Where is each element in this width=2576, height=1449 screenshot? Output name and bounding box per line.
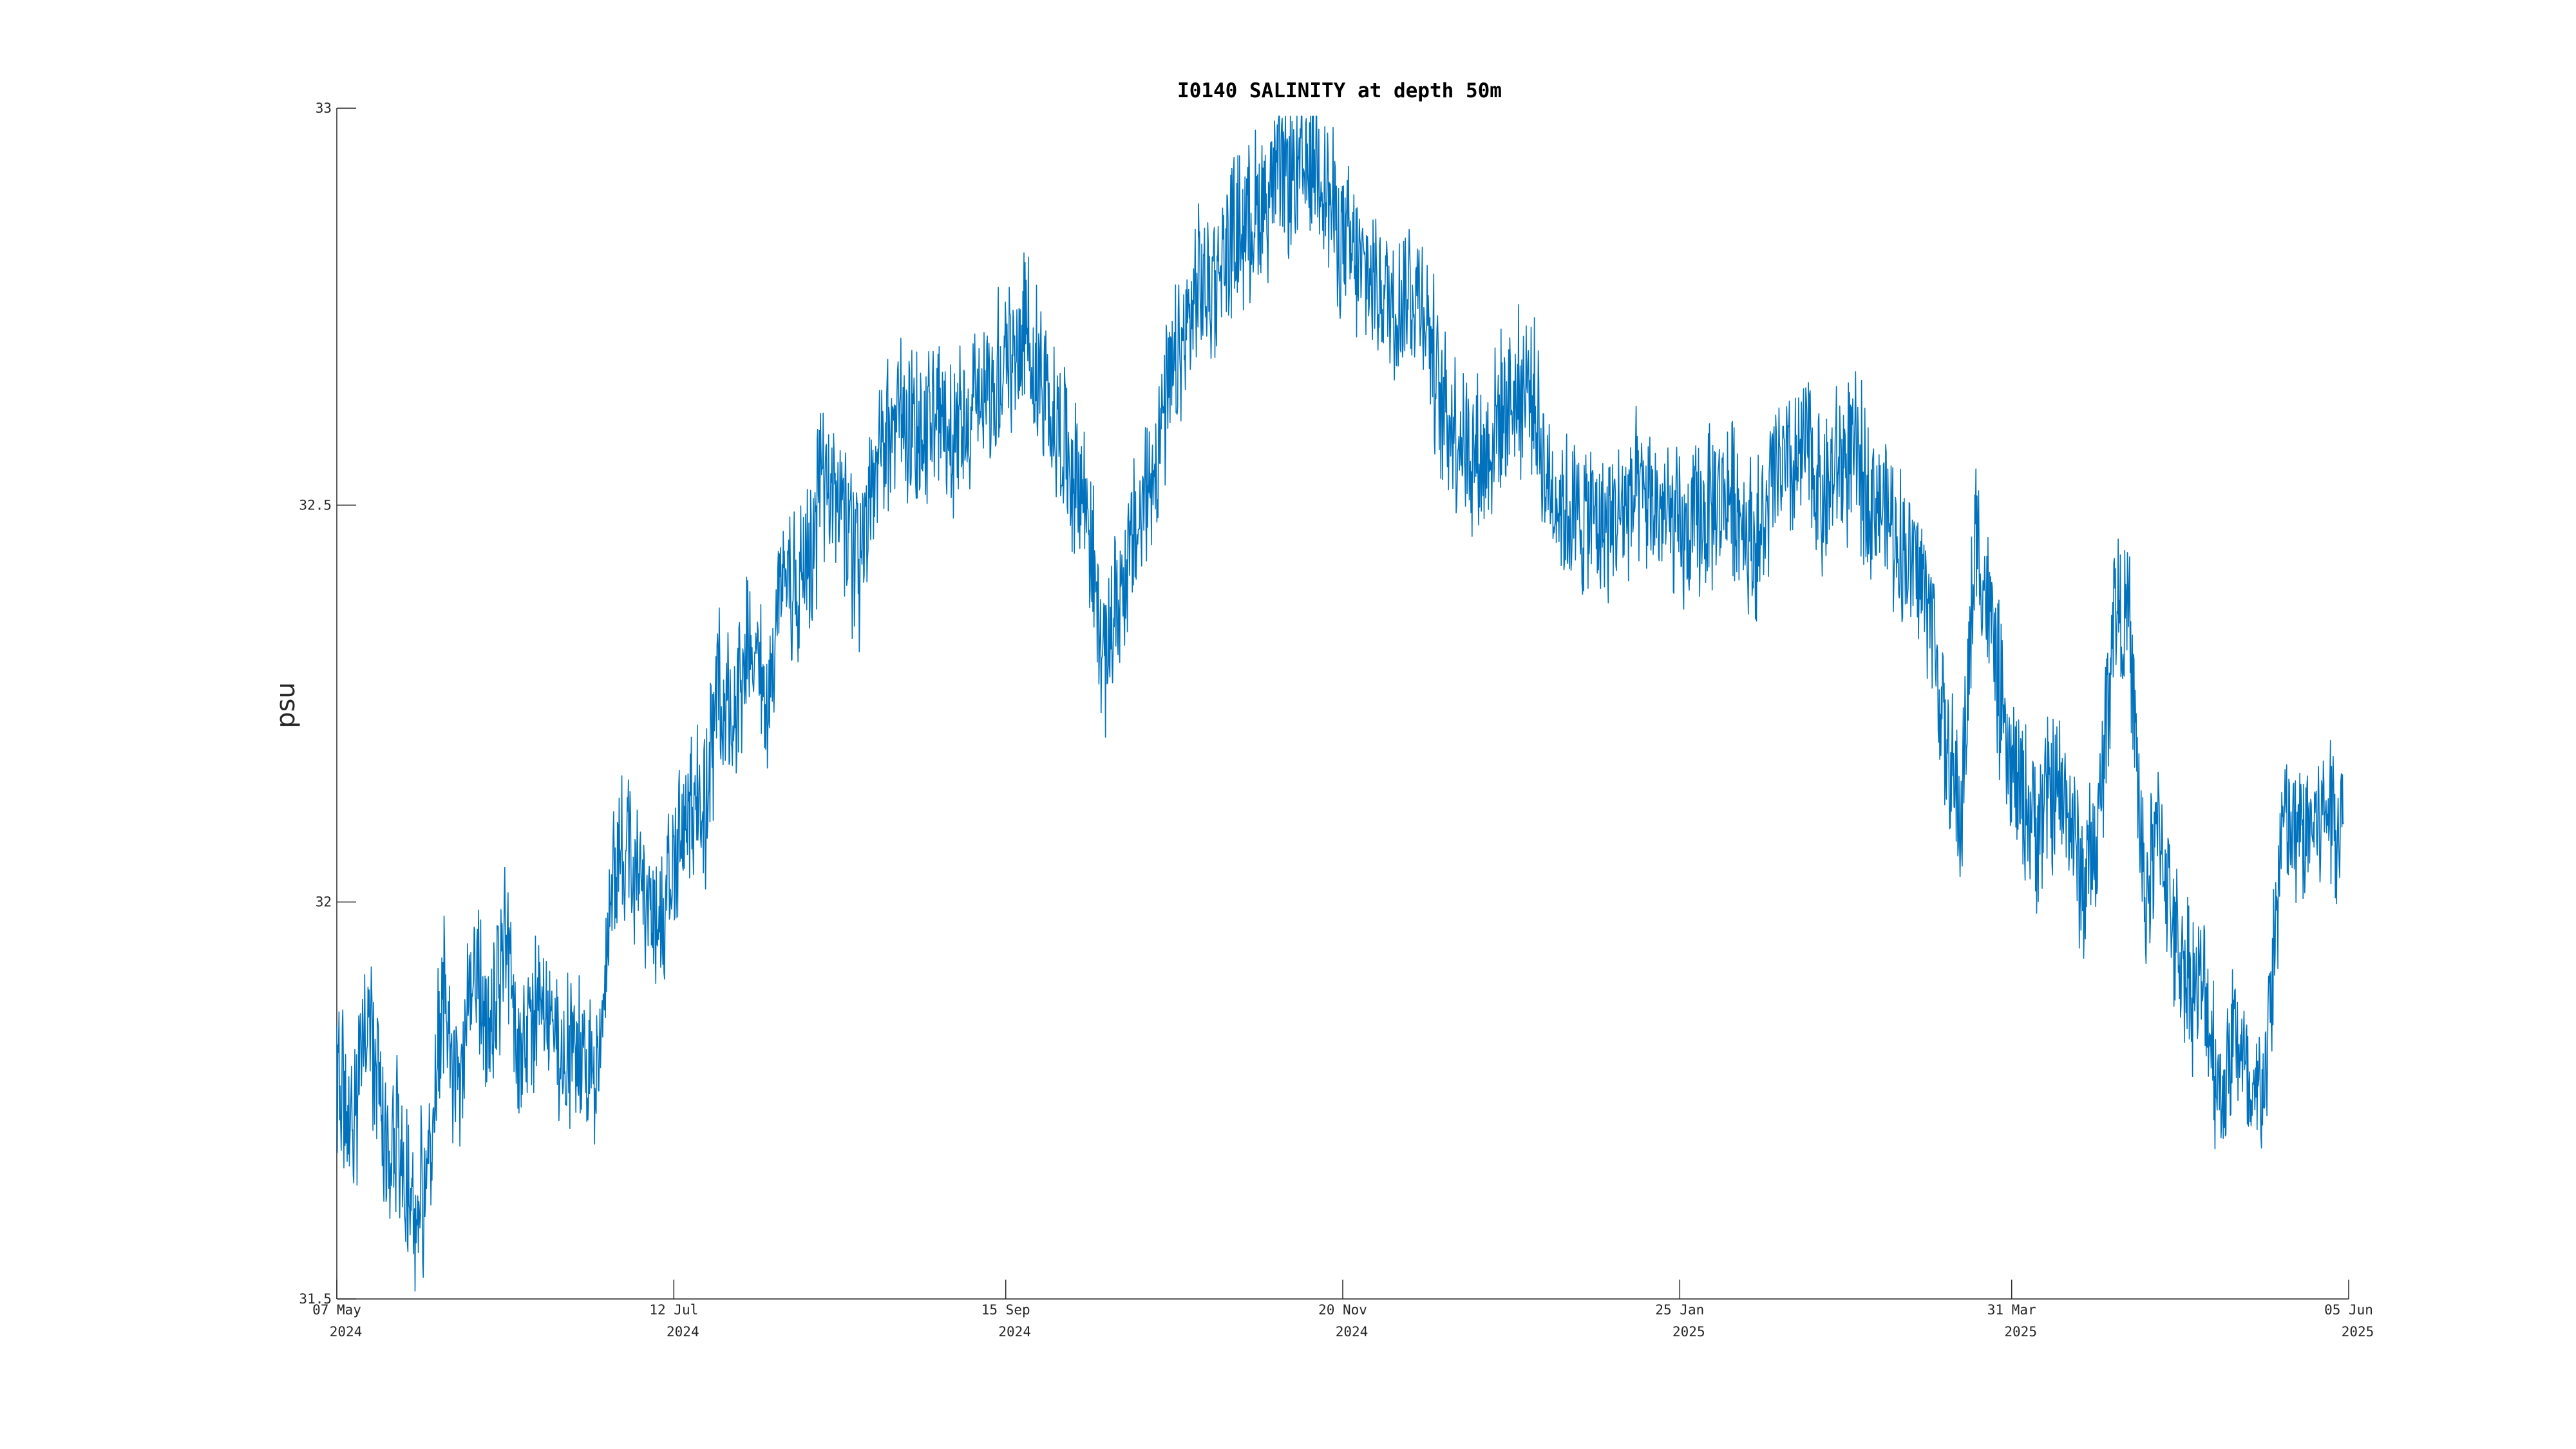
x-tick-label-date: 20 Nov [1318, 1302, 1367, 1318]
y-axis-label: psu [271, 682, 301, 728]
x-tick-label-date: 15 Sep [981, 1302, 1030, 1318]
x-tick-label-date: 05 Jun [2324, 1302, 2373, 1318]
y-tick-label: 33 [316, 100, 332, 116]
x-tick-label-date: 12 Jul [649, 1302, 698, 1318]
x-tick-label-year: 2024 [330, 1324, 363, 1340]
x-tick-label-year: 2024 [998, 1324, 1031, 1340]
y-tick-label: 31.5 [299, 1291, 332, 1307]
x-tick-label-date: 07 May [312, 1302, 361, 1318]
salinity-series-line [336, 115, 2344, 1292]
x-ticks: 07 May 2024 12 Jul 2024 15 Sep 2024 20 Nov 2024… [312, 1280, 2374, 1340]
x-tick-label-date: 31 Mar [1987, 1302, 2036, 1318]
x-tick-label-year: 2024 [1336, 1324, 1368, 1340]
chart-title: I0140 SALINITY at depth 50m [1177, 79, 1502, 102]
y-ticks: 31.5 32 32.5 33 [299, 100, 356, 1307]
series-group [336, 115, 2344, 1292]
y-tick-label: 32 [316, 895, 332, 910]
axes [336, 108, 2349, 1300]
x-tick-label-date: 25 Jan [1655, 1302, 1704, 1318]
x-tick-label-year: 2025 [1672, 1324, 1705, 1340]
x-tick-label-year: 2025 [2342, 1324, 2374, 1340]
y-tick-label: 32.5 [299, 497, 332, 513]
x-tick-label-year: 2025 [2004, 1324, 2037, 1340]
x-tick-label-year: 2024 [667, 1324, 699, 1340]
